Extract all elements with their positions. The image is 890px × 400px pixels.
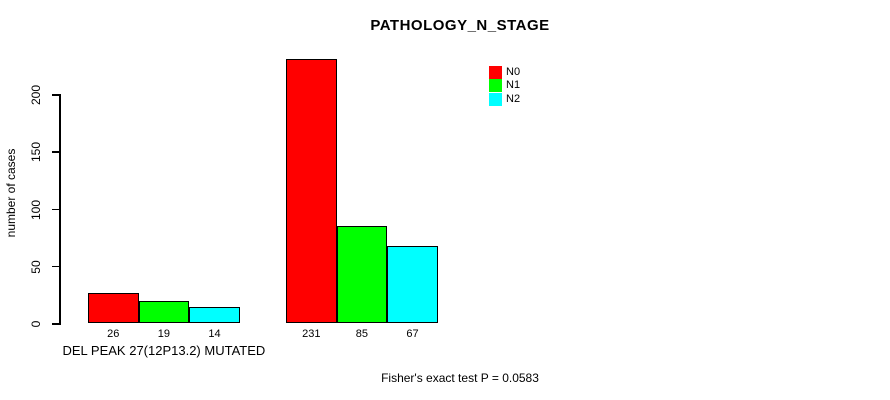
- bar-value-label: 85: [355, 328, 369, 340]
- bar-value-label: 26: [107, 328, 120, 340]
- x-category-label: DEL PEAK 27(12P13.2) MUTATED: [62, 343, 266, 358]
- legend-label-n2: N2: [506, 92, 521, 105]
- legend-swatch-n0: [489, 66, 502, 79]
- stat-annotation: Fisher's exact test P = 0.0583: [381, 371, 539, 385]
- bar-n0-group1: [88, 293, 139, 323]
- y-tick-mark: [52, 323, 59, 325]
- bar-value-label: 14: [208, 328, 221, 340]
- legend-swatch-n2: [489, 92, 502, 106]
- bar-n1-group2: [336, 225, 388, 323]
- y-axis-title: number of cases: [4, 148, 18, 238]
- y-tick-label: 50: [29, 260, 43, 274]
- bar-n1-group1: [138, 301, 190, 323]
- bar-n2-group1: [189, 306, 240, 323]
- legend-swatch-n1: [489, 79, 502, 93]
- bar-n2-group2: [387, 246, 438, 323]
- y-tick-label: 150: [29, 142, 43, 163]
- y-tick-label: 200: [29, 84, 43, 106]
- bar-n0-group2: [286, 58, 337, 323]
- bar-value-label: 231: [302, 328, 321, 340]
- chart-title: PATHOLOGY_N_STAGE: [370, 17, 550, 34]
- legend-label-n0: N0: [506, 66, 521, 78]
- y-axis-line: [59, 94, 61, 325]
- y-tick-label: 0: [29, 320, 43, 328]
- legend-label-n1: N1: [506, 79, 521, 92]
- y-tick-mark: [52, 265, 59, 268]
- y-tick-mark: [52, 94, 59, 96]
- y-tick-mark: [52, 151, 59, 153]
- y-tick-mark: [52, 208, 59, 210]
- bar-value-label: 67: [406, 328, 419, 340]
- bar-value-label: 19: [157, 328, 171, 340]
- y-tick-label: 100: [29, 199, 43, 220]
